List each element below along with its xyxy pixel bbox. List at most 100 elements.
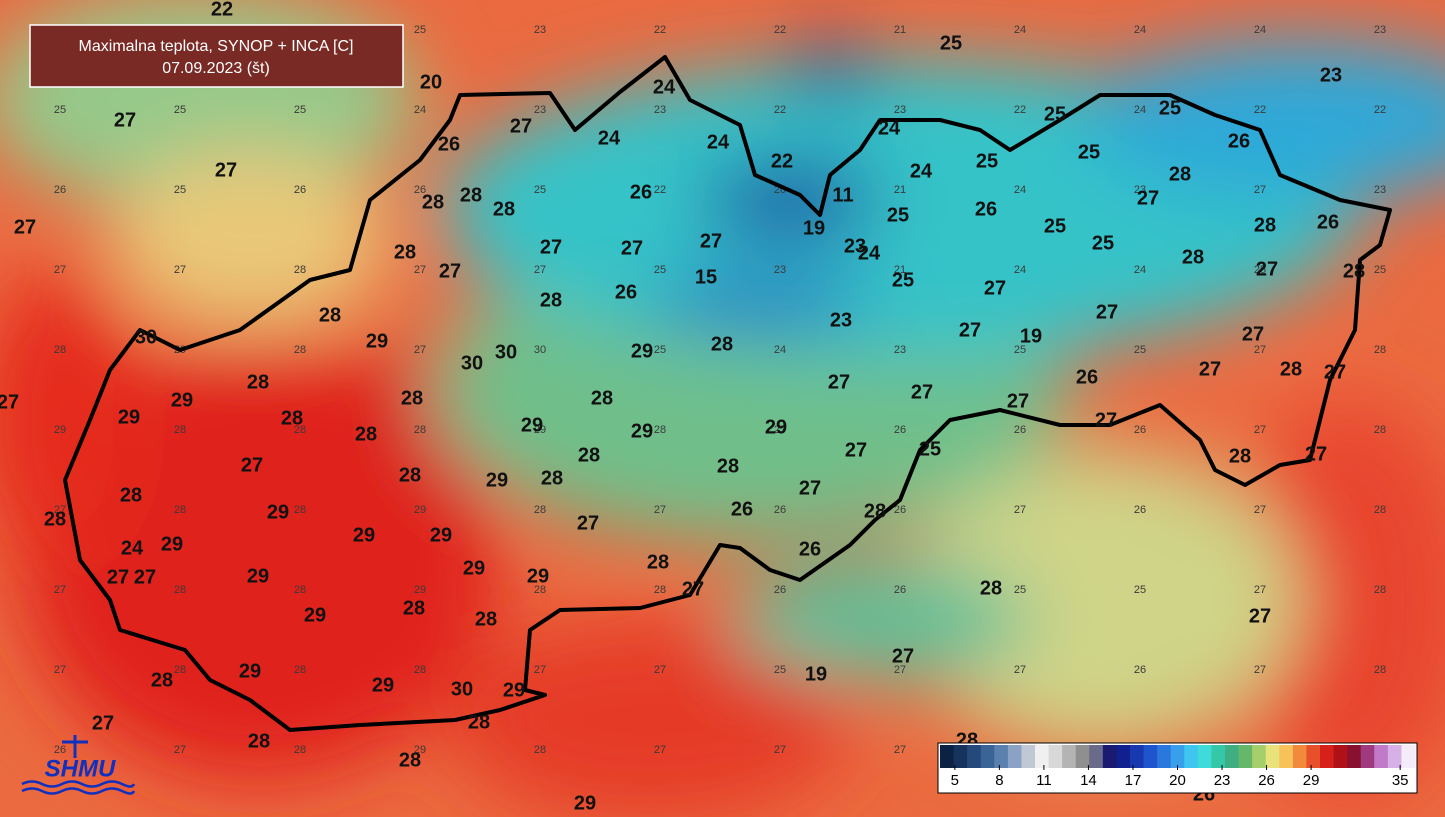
grid-value: 26: [1134, 504, 1146, 516]
station-value: 29: [161, 533, 183, 555]
grid-value: 27: [1254, 184, 1266, 196]
colorbar-swatch: [1401, 745, 1416, 768]
station-value: 28: [120, 484, 142, 506]
grid-value: 27: [54, 504, 66, 516]
station-value: 29: [486, 469, 508, 491]
colorbar-swatch: [1170, 745, 1185, 768]
station-value: 28: [1182, 246, 1204, 268]
grid-value: 27: [1254, 504, 1266, 516]
station-value: 27: [1256, 258, 1278, 280]
station-value: 27: [700, 230, 722, 252]
station-value: 28: [394, 241, 416, 263]
grid-value: 27: [534, 264, 546, 276]
station-value: 27: [14, 216, 36, 238]
station-value: 28: [44, 508, 66, 530]
station-value: 28: [647, 551, 669, 573]
station-value: 20: [420, 71, 442, 93]
colorbar-swatch: [1157, 745, 1172, 768]
station-value: 24: [707, 131, 730, 153]
station-value: 23: [844, 235, 866, 257]
grid-value: 28: [294, 664, 306, 676]
station-value: 28: [864, 500, 886, 522]
station-value: 30: [451, 678, 473, 700]
grid-value: 28: [654, 424, 666, 436]
station-value: 25: [887, 204, 909, 226]
station-value: 29: [118, 406, 140, 428]
station-value: 28: [399, 464, 421, 486]
grid-value: 27: [534, 664, 546, 676]
grid-value: 28: [654, 584, 666, 596]
station-value: 25: [1044, 215, 1066, 237]
colorbar-swatch: [1225, 745, 1240, 768]
colorbar-swatch: [1238, 745, 1253, 768]
grid-value: 28: [1374, 344, 1386, 356]
station-value: 29: [267, 501, 289, 523]
grid-value: 23: [1374, 184, 1386, 196]
grid-value: 23: [654, 104, 666, 116]
colorbar-swatch: [953, 745, 968, 768]
colorbar-swatch: [1347, 745, 1362, 768]
grid-value: 24: [1134, 264, 1146, 276]
station-value: 27: [828, 371, 850, 393]
colorbar-swatch: [1143, 745, 1158, 768]
colorbar-swatch: [1089, 745, 1104, 768]
station-value: 27: [540, 236, 562, 258]
station-value: 27: [510, 115, 532, 137]
station-value: 19: [803, 217, 825, 239]
station-value: 25: [892, 269, 914, 291]
station-value: 19: [1020, 325, 1042, 347]
station-value: 27: [959, 319, 981, 341]
station-value: 24: [653, 76, 676, 98]
station-value: 23: [830, 309, 852, 331]
grid-value: 30: [534, 344, 546, 356]
grid-value: 26: [1134, 424, 1146, 436]
station-value: 28: [248, 730, 270, 752]
station-value: 27: [1095, 409, 1117, 431]
colorbar-swatch: [1102, 745, 1117, 768]
colorbar-label: 35: [1392, 772, 1409, 789]
station-value: 28: [1280, 358, 1302, 380]
colorbar-swatch: [1062, 745, 1077, 768]
station-value: 26: [615, 281, 637, 303]
grid-value: 24: [414, 104, 426, 116]
grid-value: 22: [774, 24, 786, 36]
station-value: 28: [399, 749, 421, 771]
grid-value: 24: [1014, 24, 1026, 36]
grid-value: 28: [294, 344, 306, 356]
station-value: 15: [695, 266, 717, 288]
station-value: 24: [121, 537, 144, 559]
station-value: 11: [832, 184, 853, 206]
colorbar-swatch: [1021, 745, 1036, 768]
grid-value: 26: [414, 184, 426, 196]
grid-value: 26: [894, 584, 906, 596]
colorbar-swatch: [980, 745, 995, 768]
station-value: 27: [1242, 323, 1264, 345]
grid-value: 28: [174, 664, 186, 676]
grid-value: 25: [294, 104, 306, 116]
grid-value: 28: [174, 424, 186, 436]
grid-value: 23: [534, 104, 546, 116]
station-value: 27: [107, 566, 129, 588]
logo: SHMU: [21, 735, 136, 795]
colorbar-swatch: [1075, 745, 1090, 768]
grid-value: 25: [1014, 344, 1026, 356]
station-value: 29: [239, 660, 261, 682]
colorbar-swatch: [1197, 745, 1212, 768]
station-value: 25: [940, 32, 962, 54]
station-value: 28: [355, 423, 377, 445]
grid-value: 27: [774, 424, 786, 436]
colorbar-label: 5: [951, 772, 959, 789]
legend: 5 8 11 14 17 20 23 26 29 35: [937, 742, 1418, 794]
colorbar-label: 23: [1214, 772, 1231, 789]
grid-value: 24: [1014, 264, 1026, 276]
grid-value: 27: [414, 344, 426, 356]
grid-value: 25: [54, 104, 66, 116]
station-value: 27: [621, 237, 643, 259]
grid-value: 27: [774, 744, 786, 756]
grid-value: 22: [774, 104, 786, 116]
logo-waves: [21, 780, 136, 795]
station-value: 26: [731, 498, 753, 520]
station-value: 27: [1305, 443, 1327, 465]
station-value: 27: [984, 277, 1006, 299]
